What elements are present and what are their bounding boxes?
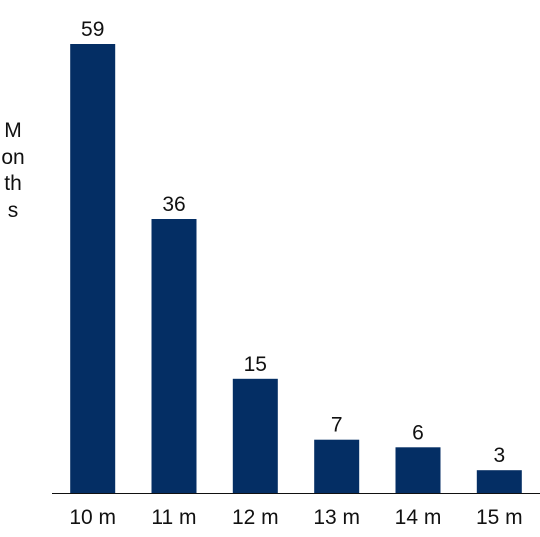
x-tick-label: 13 m <box>313 506 360 529</box>
bar-13m <box>314 439 360 493</box>
x-tick-labels-layer: 10 m 11 m 12 m 13 m 14 m 15 m <box>69 506 522 529</box>
bar-15m <box>476 470 522 493</box>
bar-11m <box>151 219 197 493</box>
data-label: 7 <box>331 414 343 437</box>
x-tick-label: 14 m <box>395 506 442 529</box>
data-label: 36 <box>162 193 185 216</box>
bar-10m <box>70 44 116 493</box>
data-label: 3 <box>493 444 505 467</box>
x-tick-label: 12 m <box>232 506 279 529</box>
data-label: 15 <box>244 353 267 376</box>
data-label: 6 <box>412 421 424 444</box>
bar-12m <box>232 378 278 493</box>
bar-14m <box>395 447 441 493</box>
y-axis-label: Months <box>1 119 25 222</box>
data-labels-layer: 59 36 15 7 6 3 <box>81 18 505 467</box>
x-tick-label: 10 m <box>69 506 116 529</box>
data-label: 59 <box>81 18 104 41</box>
bars-layer <box>70 44 522 493</box>
x-tick-label: 11 m <box>151 506 196 529</box>
x-tick-label: 15 m <box>476 506 523 529</box>
